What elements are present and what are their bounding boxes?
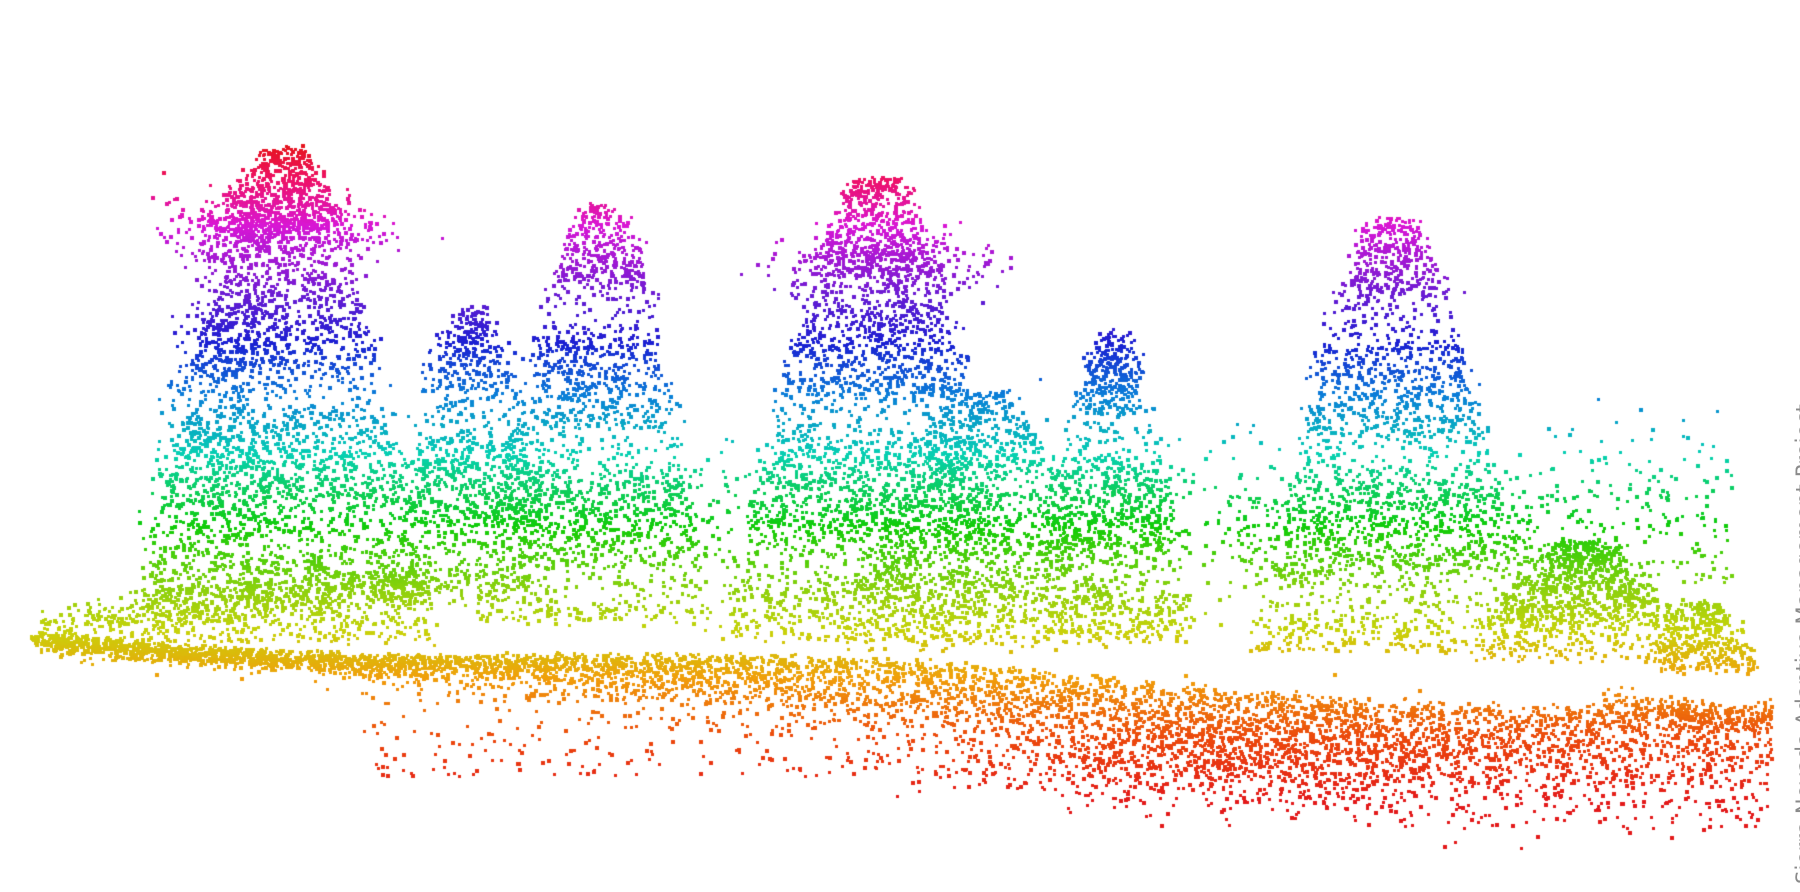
credit-caption: Sierra Nevada Adaptive Management Projec… (1792, 403, 1800, 884)
